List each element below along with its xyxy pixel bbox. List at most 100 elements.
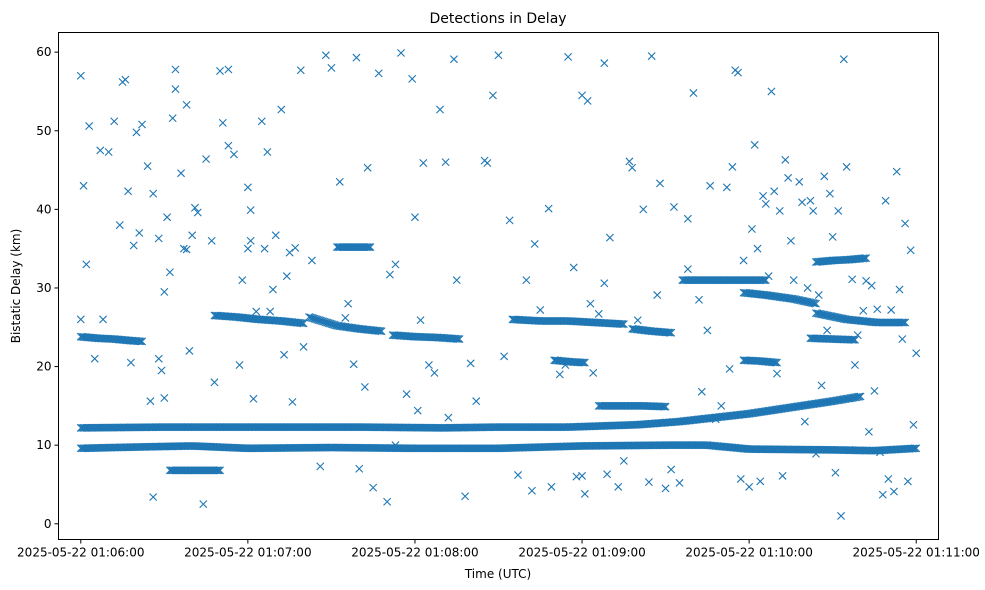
data-point-2104 <box>876 448 885 457</box>
data-point-2102 <box>870 386 879 395</box>
x-tick-label-4: 2025-05-22 01:10:00 <box>685 546 812 560</box>
data-point-2098 <box>859 306 868 315</box>
data-point-1559 <box>759 276 768 285</box>
data-point-2008 <box>530 239 539 248</box>
data-point-1957 <box>280 350 289 359</box>
data-point-598 <box>909 444 918 453</box>
data-point-1500 <box>667 328 676 337</box>
data-point-1891 <box>661 402 670 411</box>
data-point-2094 <box>848 275 857 284</box>
data-point-1917 <box>157 366 166 375</box>
data-point-1963 <box>299 342 308 351</box>
data-point-1982 <box>397 48 406 57</box>
data-point-2037 <box>656 179 665 188</box>
data-point-1937 <box>216 67 225 76</box>
data-point-2044 <box>689 89 698 98</box>
data-point-1978 <box>383 497 392 506</box>
data-point-2000 <box>483 158 492 167</box>
data-point-1940 <box>224 141 233 150</box>
data-point-1995 <box>452 276 461 285</box>
y-tick-label-5: 50 <box>36 124 51 138</box>
data-point-2111 <box>895 285 904 294</box>
data-point-1992 <box>441 158 450 167</box>
data-point-2022 <box>589 368 598 377</box>
x-tick-label-0: 2025-05-22 01:06:00 <box>17 546 144 560</box>
data-point-1921 <box>165 268 174 277</box>
data-point-2014 <box>564 52 573 61</box>
data-point-1197 <box>214 466 223 475</box>
data-point-2070 <box>778 471 787 480</box>
x-tick-label-5: 2025-05-22 01:11:00 <box>852 546 979 560</box>
data-point-2006 <box>522 276 531 285</box>
data-point-1950 <box>257 117 266 126</box>
data-point-1993 <box>444 413 453 422</box>
data-point-2053 <box>728 162 737 171</box>
data-point-1841 <box>136 337 145 346</box>
data-point-2097 <box>856 446 865 455</box>
data-point-1471 <box>619 320 628 329</box>
data-point-1161 <box>856 392 865 401</box>
data-point-1964 <box>307 256 316 265</box>
data-point-2117 <box>912 349 921 358</box>
data-point-1840 <box>135 337 144 346</box>
data-point-2010 <box>544 204 553 213</box>
data-point-1928 <box>182 245 191 254</box>
data-point-1898 <box>96 146 105 155</box>
data-point-2089 <box>834 206 843 215</box>
data-point-2084 <box>820 172 829 181</box>
x-axis-ticks: 2025-05-22 01:06:00 2025-05-22 01:07:00 20… <box>17 539 980 560</box>
data-point-2107 <box>884 474 893 483</box>
data-point-2093 <box>845 445 854 454</box>
data-point-2106 <box>881 196 890 205</box>
plot-area-frame <box>58 32 939 540</box>
data-point-2112 <box>898 335 907 344</box>
data-point-2066 <box>767 87 776 96</box>
data-point-1470 <box>618 320 627 329</box>
data-point-2035 <box>647 52 656 61</box>
data-point-1988 <box>419 158 428 167</box>
data-point-1981 <box>391 441 400 450</box>
data-point-1951 <box>260 244 269 253</box>
y-tick-label-0: 0 <box>44 517 52 531</box>
data-point-1958 <box>282 272 291 281</box>
data-point-1998 <box>472 397 481 406</box>
data-point-1962 <box>296 66 305 75</box>
data-point-2075 <box>795 177 804 186</box>
data-point-1908 <box>132 128 141 137</box>
data-point-1363 <box>452 334 461 343</box>
data-point-1947 <box>246 236 255 245</box>
data-point-1915 <box>154 354 163 363</box>
data-point-1905 <box>124 187 133 196</box>
data-point-2020 <box>583 96 592 105</box>
data-point-1364 <box>454 334 463 343</box>
data-point-1498 <box>664 328 673 337</box>
data-point-1930 <box>188 231 197 240</box>
data-point-2048 <box>706 181 715 190</box>
data-point-1971 <box>349 360 358 369</box>
chart-title: Detections in Delay <box>429 11 566 27</box>
data-point-1920 <box>163 213 172 222</box>
data-point-2040 <box>669 203 678 211</box>
data-point-2003 <box>500 352 509 361</box>
data-point-1159 <box>853 392 862 401</box>
data-point-2051 <box>722 183 731 192</box>
data-point-2012 <box>555 370 564 379</box>
data-point-2039 <box>667 465 676 474</box>
data-point-1316 <box>377 327 386 336</box>
data-point-2021 <box>586 299 595 308</box>
data-point-1261 <box>296 319 305 328</box>
data-point-2019 <box>580 489 589 498</box>
data-point-1980 <box>391 260 400 269</box>
data-point-1990 <box>430 368 439 377</box>
data-point-2078 <box>803 283 812 292</box>
data-point-1977 <box>374 69 383 78</box>
data-point-2108 <box>887 305 896 314</box>
data-point-1925 <box>177 169 186 178</box>
data-point-1979 <box>385 270 394 279</box>
data-point-2034 <box>644 478 653 487</box>
data-point-1899 <box>99 315 108 324</box>
data-point-1926 <box>179 244 188 253</box>
data-point-2082 <box>814 291 823 300</box>
data-point-2099 <box>862 276 871 285</box>
